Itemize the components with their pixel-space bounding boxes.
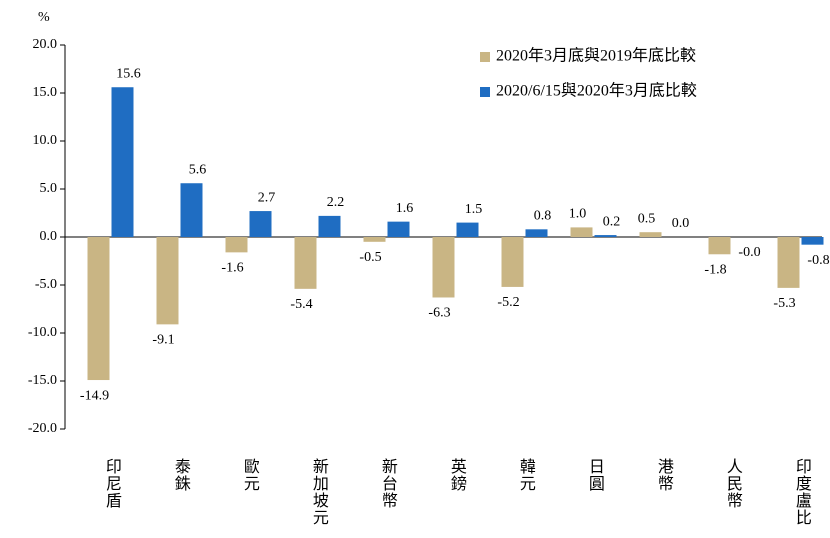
value-label: 0.2 (603, 214, 621, 229)
value-label: 0.5 (638, 211, 656, 226)
legend-label: 2020年3月底與2019年底比較 (496, 47, 696, 65)
bar (225, 237, 248, 253)
legend-label: 2020/6/15與2020年3月底比較 (496, 82, 697, 100)
value-label: 1.0 (569, 207, 587, 222)
legend-swatch (480, 52, 490, 62)
x-tick-label: 泰銖 (172, 458, 191, 492)
y-tick-label: -20.0 (28, 421, 57, 436)
bar (432, 237, 455, 298)
bar (180, 183, 203, 237)
value-label: 2.2 (327, 195, 345, 210)
value-label: 5.6 (189, 162, 207, 177)
bar (777, 237, 800, 288)
value-label: -1.8 (704, 262, 726, 277)
value-label: 2.7 (258, 190, 276, 205)
bar (387, 221, 410, 237)
bar (318, 215, 341, 237)
value-label: 0.8 (534, 209, 552, 224)
value-label: -6.3 (428, 306, 450, 321)
y-tick-label: -10.0 (28, 325, 57, 340)
bar (639, 232, 662, 237)
y-tick-label: -5.0 (35, 277, 57, 292)
y-tick-label: 20.0 (33, 37, 58, 52)
bar (501, 237, 524, 287)
bar (570, 227, 593, 237)
value-label: -0.5 (359, 250, 381, 265)
value-label: -0.8 (807, 253, 829, 268)
bar (156, 237, 179, 325)
bar (363, 237, 386, 242)
x-tick-label: 韓元 (517, 458, 536, 492)
value-label: -0.0 (738, 245, 760, 260)
bar (87, 237, 110, 381)
value-label: -5.2 (497, 295, 519, 310)
legend-swatch (480, 87, 490, 97)
bar (249, 211, 272, 237)
x-tick-label: 日圓 (586, 458, 604, 492)
value-label: 1.6 (396, 201, 414, 216)
bar (594, 235, 617, 237)
bar (708, 237, 731, 255)
x-tick-label: 印尼盾 (103, 458, 122, 509)
value-label: -1.6 (221, 261, 243, 276)
y-unit: % (38, 10, 50, 25)
y-tick-label: 10.0 (33, 133, 58, 148)
bar (294, 237, 317, 289)
value-label: 15.6 (116, 66, 141, 81)
value-label: -5.3 (773, 296, 795, 311)
bar (456, 222, 479, 237)
x-tick-label: 人民幣 (724, 458, 743, 509)
value-label: 1.5 (465, 202, 483, 217)
x-tick-label: 新加坡元 (310, 458, 329, 526)
value-label: -14.9 (80, 388, 109, 403)
x-tick-label: 歐元 (241, 458, 260, 492)
value-label: 0.0 (672, 216, 690, 231)
y-tick-label: 15.0 (33, 85, 58, 100)
value-label: -5.4 (290, 297, 312, 312)
y-tick-label: 0.0 (40, 229, 58, 244)
y-tick-label: -15.0 (28, 373, 57, 388)
x-tick-label: 港幣 (655, 458, 674, 492)
x-tick-label: 英鎊 (448, 458, 467, 492)
bar (111, 87, 134, 238)
x-tick-label: 印度盧比 (793, 458, 812, 526)
x-tick-label: 新台幣 (379, 458, 398, 509)
value-label: -9.1 (152, 333, 174, 348)
bar (801, 237, 824, 245)
bar (525, 229, 548, 237)
y-tick-label: 5.0 (40, 181, 58, 196)
